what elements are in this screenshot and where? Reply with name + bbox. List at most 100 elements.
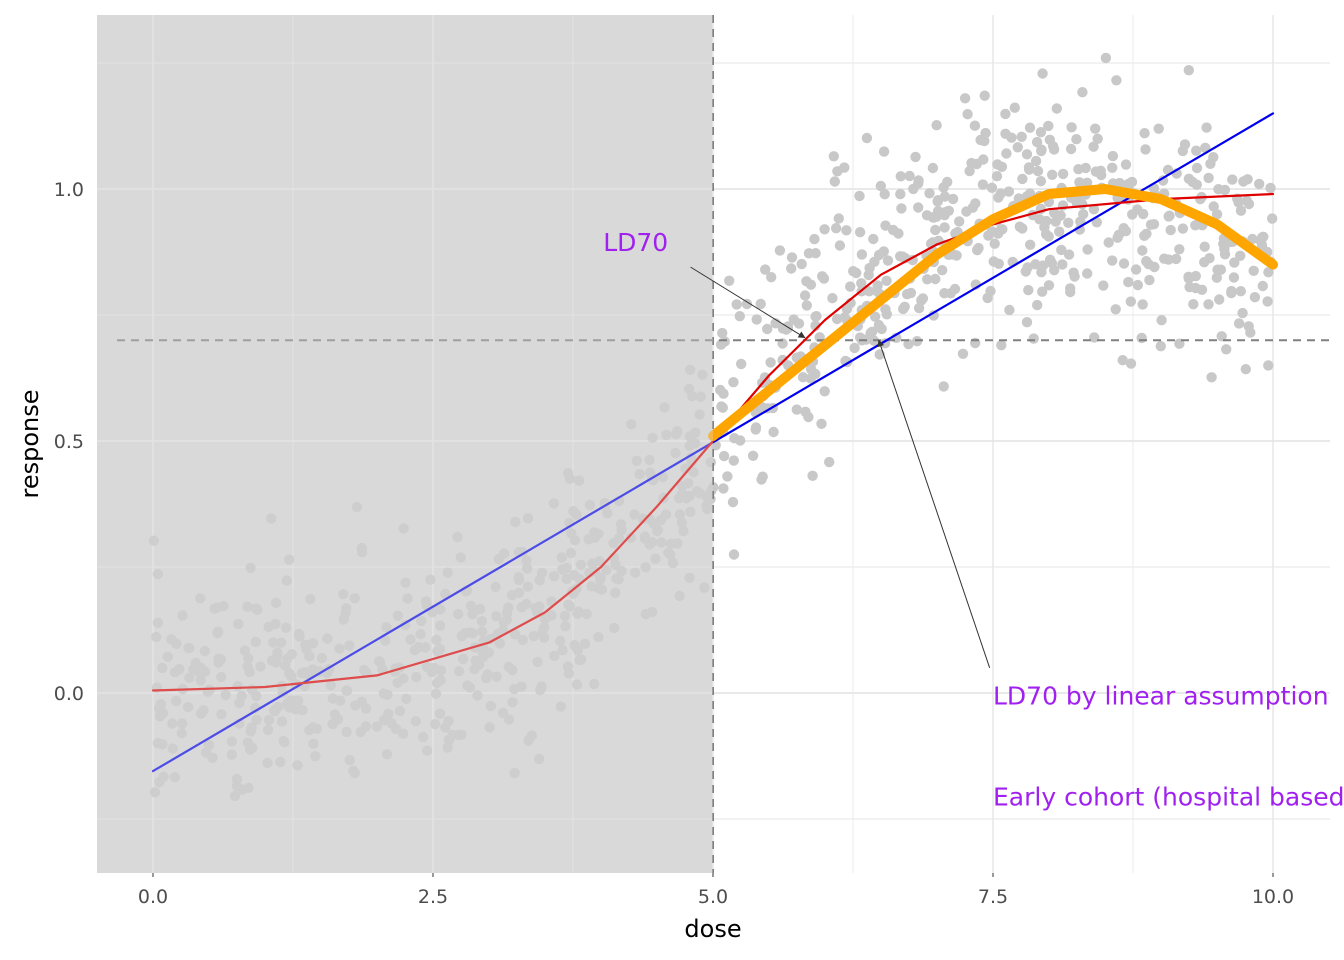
data-point [560,621,571,632]
data-point [930,224,941,236]
data-point [687,391,698,402]
data-point [283,554,295,565]
data-point [579,638,591,649]
data-point [786,252,798,263]
data-point [177,610,188,621]
data-point [875,180,886,192]
data-point [484,722,495,733]
data-point [268,705,280,716]
data-point [574,654,585,666]
data-point [564,473,576,484]
data-point [625,532,637,543]
data-point [157,662,168,674]
data-point [1031,136,1043,148]
data-point [401,693,412,704]
data-point [184,672,195,683]
data-point [1153,123,1164,134]
data-point [766,272,777,283]
data-point [281,575,292,586]
data-point [477,647,488,658]
data-point [878,246,889,257]
data-point [226,749,237,760]
data-point [1017,173,1028,185]
data-point [644,454,655,466]
data-point [993,258,1004,269]
data-point [1139,230,1150,241]
annotation-arrow [690,266,806,339]
data-point [307,638,319,649]
data-point [1082,268,1093,279]
data-point [626,419,637,430]
data-point [491,611,502,622]
data-point [402,593,413,604]
data-point [724,275,735,286]
data-point [660,509,672,520]
annotation-label: LD70 by linear assumption [993,682,1329,711]
data-point [1051,103,1063,114]
data-point [522,581,533,592]
data-point [322,633,333,644]
data-point [169,772,181,783]
data-point [833,213,844,224]
data-point [344,754,355,766]
data-point [595,574,606,585]
data-point [195,675,206,686]
data-point [266,513,277,524]
data-point [1257,280,1269,292]
data-point [1132,204,1143,215]
data-point [1233,318,1245,329]
data-point [1057,168,1069,180]
data-point [1191,145,1202,156]
data-point [1240,364,1252,375]
data-point [869,311,881,322]
data-point [509,767,520,779]
data-point [231,780,242,792]
data-point [755,298,766,310]
data-point [910,151,921,163]
data-point [349,593,360,604]
data-point [1120,225,1132,237]
data-point [1215,264,1227,275]
data-point [413,642,424,653]
data-point [148,535,159,546]
data-point [1190,282,1201,294]
data-point [1163,254,1174,265]
data-point [152,617,164,628]
data-point [429,719,441,730]
data-point [435,620,446,631]
data-point [1066,122,1077,133]
y-axis-title: response [16,389,44,498]
data-point [811,311,822,322]
data-point [610,587,621,598]
data-point [442,567,453,578]
data-point [1056,244,1067,256]
x-tick-label: 2.5 [418,886,448,908]
data-point [1069,271,1080,282]
data-point [609,622,620,634]
data-point [1037,68,1048,79]
data-point [762,323,773,335]
data-point [341,726,352,738]
data-point [1048,144,1060,155]
data-point [791,404,802,415]
annotations: LD70 LD70 by linear assumption Early cohor… [603,228,1344,811]
data-point [398,673,409,684]
data-point [584,499,596,511]
data-point [895,171,906,182]
data-point [233,618,244,630]
data-point [1037,286,1048,297]
annotation-label: LD70 [603,228,668,257]
data-point [310,751,321,762]
data-point [901,289,913,300]
data-point [1036,144,1047,155]
data-point [665,538,677,549]
data-point [1183,271,1194,282]
data-point [1074,224,1086,235]
data-point [593,631,604,643]
data-point [459,627,471,639]
data-point [1100,52,1112,64]
data-point [1041,215,1052,227]
data-point [903,338,914,350]
data-point [1262,296,1273,307]
data-point [674,509,685,520]
